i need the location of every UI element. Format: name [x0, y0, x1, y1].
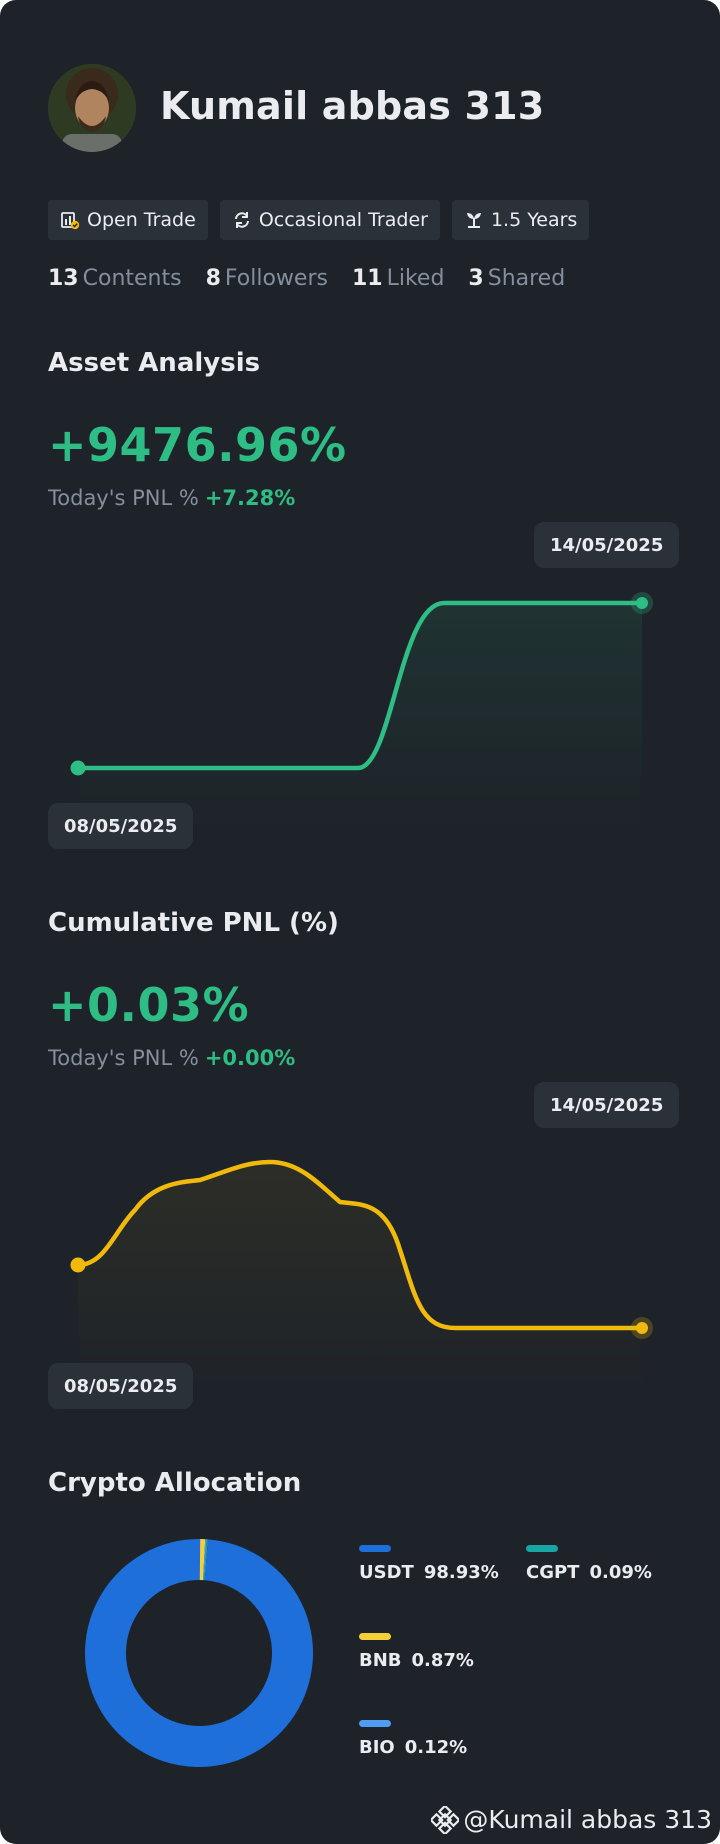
tag-label: 1.5 Years	[490, 209, 578, 231]
cumulative-end-point	[636, 1322, 648, 1334]
legend-item-usdt: USDT 98.93%	[359, 1545, 499, 1583]
cumulative-start-point	[70, 1257, 86, 1273]
cumulative-today-pnl: Today's PNL % +0.00%	[48, 1046, 295, 1070]
stat-followers[interactable]: 8 Followers	[206, 266, 328, 291]
legend-item-bio: BIO 0.12%	[359, 1720, 467, 1758]
stat-label: Followers	[224, 266, 328, 291]
legend-pct: 98.93%	[423, 1562, 499, 1583]
stat-label: Contents	[82, 266, 182, 291]
cumulative-start-date: 08/05/2025	[48, 1363, 194, 1409]
legend-pct: 0.09%	[589, 1562, 652, 1583]
legend-name: USDT	[359, 1562, 414, 1583]
legend-swatch	[526, 1545, 558, 1552]
legend-item-cgpt: CGPT 0.09%	[526, 1545, 652, 1583]
donut-slice-bnb[interactable]	[199, 1539, 206, 1581]
stat-label: Liked	[386, 266, 445, 291]
tag-open-trade: Open Trade	[48, 200, 208, 240]
cumulative-end-date: 14/05/2025	[534, 1082, 680, 1128]
stat-value: 11	[351, 266, 383, 291]
open-trade-icon	[61, 212, 80, 230]
donut-slice-usdt[interactable]	[84, 1539, 313, 1767]
tag-experience: 1.5 Years	[451, 200, 590, 240]
legend-name: CGPT	[526, 1562, 580, 1583]
stat-liked[interactable]: 11 Liked	[352, 266, 444, 291]
legend-item-bnb: BNB 0.87%	[359, 1633, 474, 1671]
cumulative-pnl-value: +0.03%	[48, 978, 250, 1032]
legend-swatch	[359, 1633, 391, 1640]
asset-end-point	[636, 597, 648, 609]
sprout-icon	[466, 213, 481, 228]
stat-value: 13	[48, 266, 79, 291]
stat-value: 3	[468, 266, 484, 291]
stat-value: 8	[205, 266, 221, 291]
tag-label: Open Trade	[87, 209, 196, 231]
legend-swatch	[359, 1545, 391, 1552]
binance-logo-icon	[431, 1805, 460, 1834]
legend-swatch	[359, 1720, 391, 1727]
today-pnl-label: Today's PNL %	[48, 1046, 199, 1070]
profile-stats: 13 Contents 8 Followers 11 Liked 3 Shared	[48, 266, 565, 291]
cumulative-line-area	[78, 1162, 642, 1390]
crypto-allocation-title: Crypto Allocation	[48, 1468, 302, 1498]
asset-analysis-title: Asset Analysis	[48, 348, 261, 378]
legend-pct: 0.87%	[411, 1650, 474, 1671]
cumulative-pnl-title: Cumulative PNL (%)	[48, 908, 339, 938]
donut-slice-cgpt[interactable]	[203, 1539, 208, 1581]
asset-start-point	[70, 760, 86, 776]
footer-handle: @Kumail abbas 313	[463, 1805, 712, 1834]
today-pnl-value: +7.28%	[204, 486, 296, 510]
username: Kumail abbas 313	[160, 84, 545, 128]
asset-line-area	[78, 603, 642, 830]
allocation-donut-chart[interactable]	[84, 1538, 314, 1768]
asset-analysis-value: +9476.96%	[48, 418, 347, 472]
stat-shared[interactable]: 3 Shared	[468, 266, 565, 291]
tag-label: Occasional Trader	[258, 209, 428, 231]
stat-contents[interactable]: 13 Contents	[48, 266, 182, 291]
avatar[interactable]	[48, 64, 136, 152]
tag-trader-frequency: Occasional Trader	[219, 200, 440, 240]
legend-name: BNB	[359, 1650, 402, 1671]
asset-today-pnl: Today's PNL % +7.28%	[48, 486, 295, 510]
legend-name: BIO	[359, 1737, 395, 1758]
legend-pct: 0.12%	[404, 1737, 468, 1758]
asset-start-date: 08/05/2025	[48, 803, 194, 849]
avatar-image	[48, 64, 136, 152]
asset-analysis-chart[interactable]	[0, 530, 720, 850]
footer-watermark: @Kumail abbas 313	[431, 1805, 712, 1834]
stat-label: Shared	[487, 266, 566, 291]
refresh-cycle-icon	[234, 212, 249, 228]
asset-end-date: 14/05/2025	[534, 522, 680, 568]
donut-slice-bio[interactable]	[202, 1539, 207, 1581]
today-pnl-value: +0.00%	[204, 1046, 296, 1070]
cumulative-line	[75, 1159, 645, 1331]
trader-tags: Open Trade Occasional Trader 1.5 Years	[48, 200, 590, 240]
today-pnl-label: Today's PNL %	[48, 486, 199, 510]
cumulative-pnl-chart[interactable]	[0, 1090, 720, 1410]
asset-line	[75, 600, 645, 771]
